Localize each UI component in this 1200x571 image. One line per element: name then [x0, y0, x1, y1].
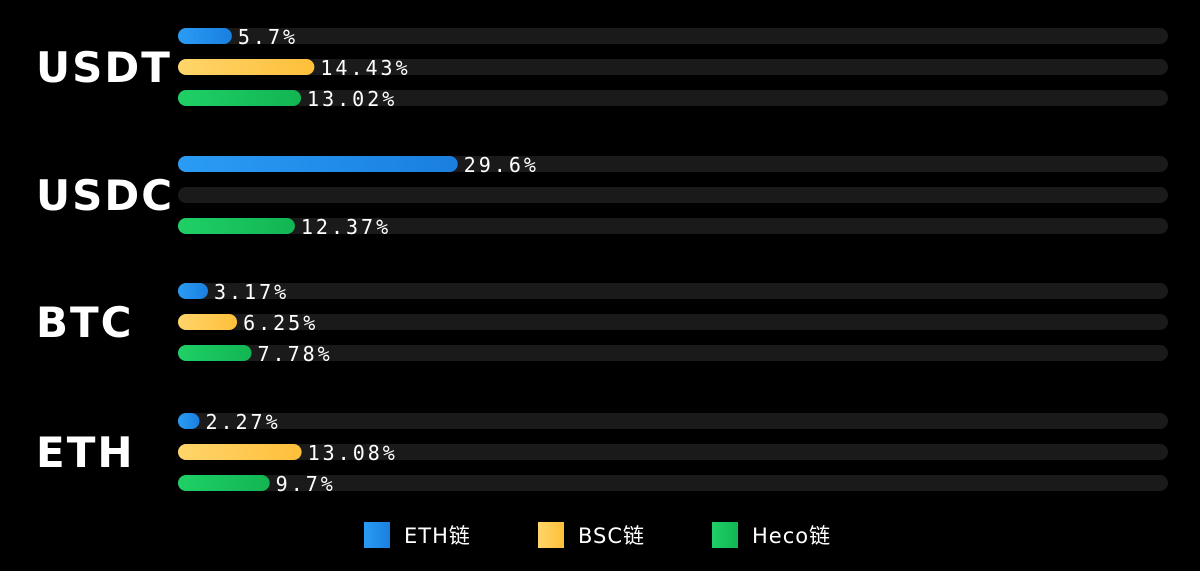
- bar-usdc-series-0: [178, 156, 458, 172]
- bar-usdt-series-1: [178, 59, 315, 75]
- data-label: 7.78%: [258, 342, 333, 366]
- data-label: 13.02%: [307, 87, 397, 111]
- bar-eth-series-1: [178, 444, 302, 460]
- data-label: 2.27%: [205, 410, 280, 434]
- bar-usdt-series-0: [178, 28, 232, 44]
- bar-track: [178, 218, 1168, 234]
- category-label-eth: ETH: [36, 428, 135, 477]
- bar-track: [178, 475, 1168, 491]
- bar-eth-series-2: [178, 475, 270, 491]
- bar-track: [178, 444, 1168, 460]
- data-label: 14.43%: [320, 56, 410, 80]
- category-label-btc: BTC: [36, 298, 134, 347]
- data-label: 12.37%: [301, 215, 391, 239]
- legend-swatch: [364, 522, 390, 548]
- bar-btc-series-2: [178, 345, 252, 361]
- bar-btc-series-1: [178, 314, 238, 330]
- category-label-usdc: USDC: [36, 171, 174, 220]
- legend-label: ETH链: [404, 524, 471, 548]
- bar-track: [178, 28, 1168, 44]
- bar-btc-series-0: [178, 283, 208, 299]
- bar-track: [178, 413, 1168, 429]
- bar-track: [178, 187, 1168, 203]
- data-label: 9.7%: [276, 472, 336, 496]
- data-label: 13.08%: [308, 441, 398, 465]
- bar-track: [178, 283, 1168, 299]
- legend-label: Heco链: [752, 524, 831, 548]
- bar-track: [178, 59, 1168, 75]
- legend: ETH链 BSC链 Heco链: [364, 522, 831, 548]
- bar-eth-series-0: [178, 413, 200, 429]
- bar-usdc-series-2: [178, 218, 295, 234]
- category-label-usdt: USDT: [36, 43, 172, 92]
- plot-area: USDT 5.7% 14.43% 13.02% USDC 29.6% 12.37% BTC 3.…: [36, 25, 1168, 496]
- data-label: 29.6%: [464, 153, 539, 177]
- legend-swatch: [712, 522, 738, 548]
- data-label: 5.7%: [238, 25, 298, 49]
- bar-track: [178, 314, 1168, 330]
- bar-usdt-series-2: [178, 90, 302, 106]
- bar-track: [178, 90, 1168, 106]
- data-label: 6.25%: [243, 311, 318, 335]
- bar-track: [178, 345, 1168, 361]
- legend-swatch: [538, 522, 564, 548]
- data-label: 3.17%: [214, 280, 289, 304]
- legend-label: BSC链: [578, 524, 645, 548]
